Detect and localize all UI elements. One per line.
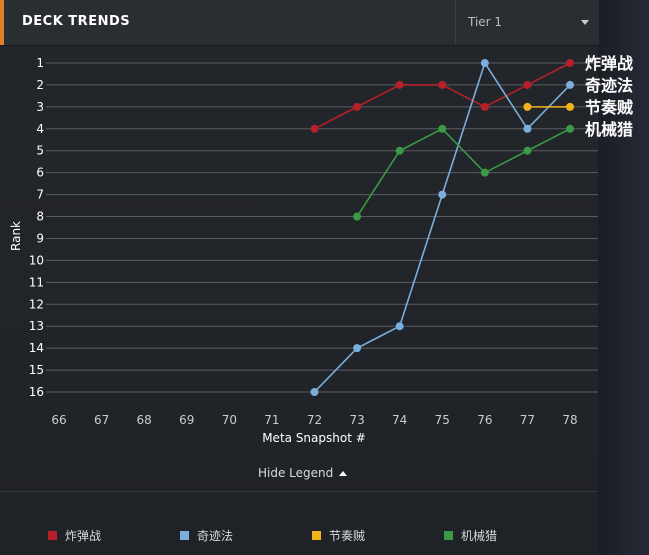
legend-swatch — [180, 530, 189, 540]
x-tick-label: 74 — [392, 413, 407, 427]
data-point[interactable] — [353, 102, 362, 111]
legend-swatch — [312, 530, 321, 540]
data-point[interactable] — [566, 124, 574, 133]
data-point[interactable] — [395, 146, 404, 155]
legend-item[interactable]: 机械猎 — [444, 528, 498, 543]
y-tick-label: 3 — [36, 100, 44, 114]
x-tick-label: 70 — [222, 413, 237, 427]
y-tick-label: 16 — [29, 385, 44, 399]
data-point[interactable] — [438, 80, 447, 89]
y-tick-label: 15 — [29, 363, 44, 377]
page-title: DECK TRENDS — [22, 14, 131, 29]
data-point[interactable] — [523, 146, 532, 155]
x-tick-label: 75 — [435, 413, 450, 427]
x-tick-label: 72 — [307, 413, 322, 427]
legend-label: 炸弹战 — [65, 528, 102, 543]
x-tick-label: 68 — [137, 413, 152, 427]
data-point[interactable] — [523, 80, 532, 89]
series-line — [356, 127, 571, 217]
series-end-label: 奇迹法 — [585, 76, 633, 95]
data-point[interactable] — [353, 344, 362, 353]
hide-legend-label: Hide Legend — [258, 466, 334, 480]
data-point[interactable] — [480, 59, 489, 67]
y-tick-label: 10 — [29, 253, 44, 267]
legend-label: 机械猎 — [461, 528, 498, 543]
data-point[interactable] — [566, 80, 574, 89]
y-tick-label: 1 — [36, 56, 44, 70]
data-point[interactable] — [395, 322, 404, 331]
y-tick-label: 11 — [29, 275, 44, 289]
data-point[interactable] — [353, 212, 362, 221]
data-point[interactable] — [566, 102, 574, 111]
chart-series — [310, 59, 574, 396]
y-tick-label: 2 — [36, 78, 44, 92]
x-tick-label: 67 — [94, 413, 109, 427]
chevron-down-icon — [581, 20, 589, 25]
x-axis-ticks: 66 67 68 69 70 71 72 73 74 75 76 77 78 — [51, 413, 577, 427]
header-accent-bar — [0, 0, 4, 45]
series-line — [313, 61, 571, 393]
x-tick-label: 76 — [477, 413, 492, 427]
y-tick-label: 4 — [36, 122, 44, 136]
x-tick-label: 78 — [562, 413, 577, 427]
y-tick-label: 7 — [36, 188, 44, 202]
chart-grid — [46, 62, 598, 393]
deck-trends-panel — [0, 0, 598, 555]
legend-divider — [0, 491, 598, 492]
data-point[interactable] — [310, 124, 319, 133]
y-tick-label: 8 — [36, 210, 44, 224]
series-end-label: 机械猎 — [585, 120, 633, 139]
hide-legend-toggle[interactable]: Hide Legend — [258, 466, 348, 480]
data-point[interactable] — [438, 190, 447, 199]
tier-dropdown-value: Tier 1 — [468, 15, 503, 29]
x-tick-label: 71 — [264, 413, 279, 427]
legend-item[interactable]: 奇迹法 — [180, 528, 234, 543]
tier-dropdown[interactable]: Tier 1 — [455, 0, 599, 45]
data-point[interactable] — [480, 102, 489, 111]
x-tick-label: 77 — [520, 413, 535, 427]
chevron-up-icon — [339, 470, 348, 476]
data-point[interactable] — [523, 102, 532, 111]
series-end-label: 节奏贼 — [585, 98, 633, 117]
legend-swatch — [48, 530, 57, 540]
legend-item[interactable]: 节奏贼 — [312, 528, 366, 543]
legend-label: 节奏贼 — [329, 528, 366, 543]
background-edge — [598, 0, 649, 555]
panel-header: DECK TRENDS Tier 1 — [0, 0, 599, 46]
series-end-label: 炸弹战 — [585, 54, 633, 73]
data-point[interactable] — [310, 388, 319, 396]
y-tick-label: 13 — [29, 319, 44, 333]
y-tick-label: 9 — [36, 231, 44, 245]
y-tick-label: 6 — [36, 166, 44, 180]
legend-swatch — [444, 530, 453, 540]
x-axis-label: Meta Snapshot # — [262, 431, 366, 445]
y-axis-label: Rank — [9, 221, 23, 251]
data-point[interactable] — [480, 168, 489, 177]
legend-label: 奇迹法 — [197, 528, 234, 543]
data-point[interactable] — [523, 124, 532, 133]
x-tick-label: 69 — [179, 413, 194, 427]
y-tick-label: 12 — [29, 297, 44, 311]
y-tick-label: 5 — [36, 144, 44, 158]
data-point[interactable] — [566, 59, 574, 67]
data-point[interactable] — [395, 80, 404, 89]
data-point[interactable] — [438, 124, 447, 133]
series-line — [314, 62, 571, 130]
y-tick-label: 14 — [29, 341, 44, 355]
legend-item[interactable]: 炸弹战 — [48, 528, 102, 543]
x-tick-label: 66 — [51, 413, 66, 427]
x-tick-label: 73 — [349, 413, 364, 427]
